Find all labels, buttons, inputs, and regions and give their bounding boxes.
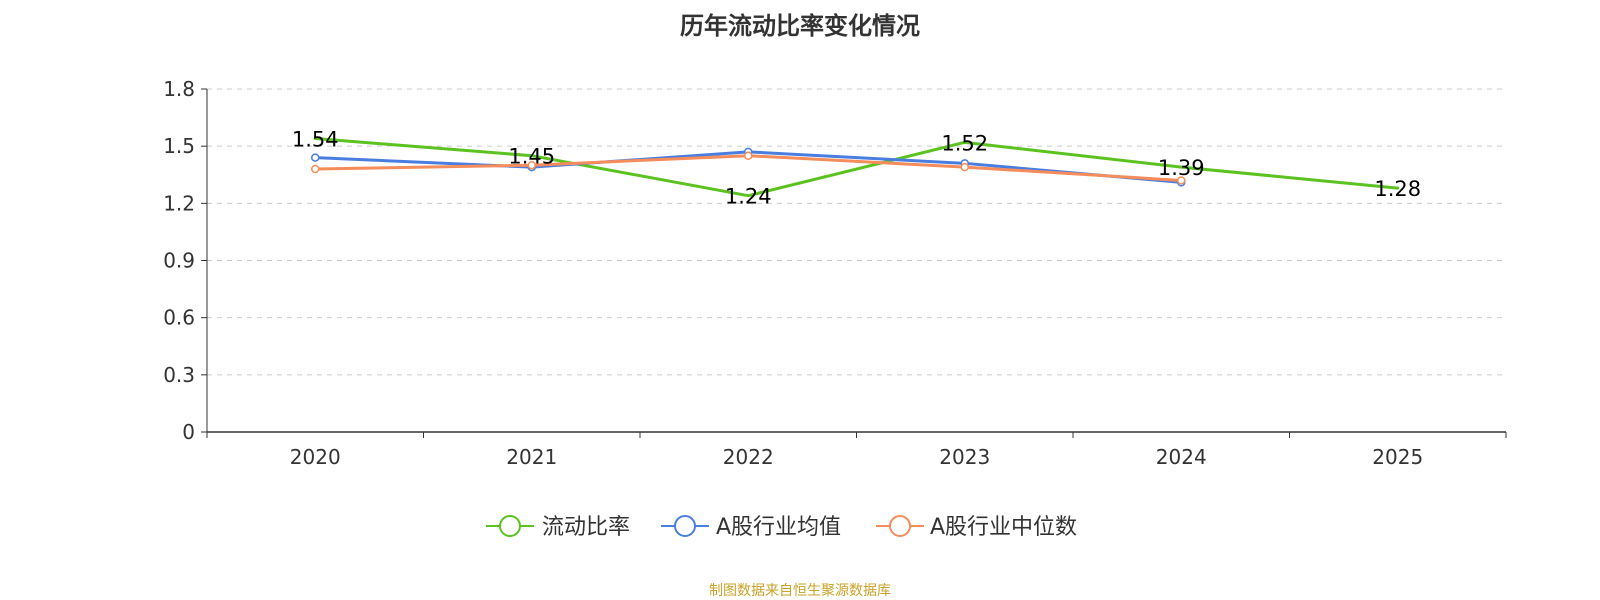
data-label: 1.45 [508, 145, 555, 169]
y-tick-label: 1.5 [163, 134, 195, 158]
y-tick-label: 1.2 [163, 191, 195, 215]
data-label: 1.39 [1158, 156, 1205, 180]
legend-marker [889, 515, 911, 537]
data-point [1177, 176, 1186, 185]
data-label: 1.24 [725, 185, 772, 209]
y-tick-label: 1.8 [163, 77, 195, 101]
data-label: 1.28 [1374, 177, 1421, 201]
data-point [960, 162, 969, 172]
x-tick-label: 2022 [723, 445, 774, 469]
x-tick-label: 2023 [939, 445, 990, 469]
data-label: 1.54 [292, 128, 339, 152]
y-tick-label: 0.3 [163, 363, 195, 387]
y-tick-label: 0 [182, 420, 195, 444]
source-note: 制图数据来自恒生聚源数据库 [709, 583, 891, 599]
data-point [311, 164, 320, 174]
data-point [311, 153, 320, 162]
legend-label: 流动比率 [542, 515, 630, 540]
x-tick-label: 2024 [1156, 445, 1207, 469]
data-point [527, 160, 536, 170]
x-tick-label: 2020 [290, 445, 341, 469]
y-tick-label: 0.9 [163, 249, 195, 273]
data-point [744, 151, 753, 160]
x-tick-label: 2025 [1372, 445, 1423, 469]
series-line [313, 137, 1400, 198]
data-label: 1.52 [941, 131, 988, 155]
legend-label: A股行业均值 [716, 515, 841, 540]
x-tick-label: 2021 [506, 445, 557, 469]
legend-marker [674, 515, 696, 537]
y-tick-label: 0.6 [163, 306, 195, 330]
legend-label: A股行业中位数 [930, 515, 1077, 540]
legend-marker [499, 515, 521, 537]
chart-title: 历年流动比率变化情况 [680, 12, 920, 40]
